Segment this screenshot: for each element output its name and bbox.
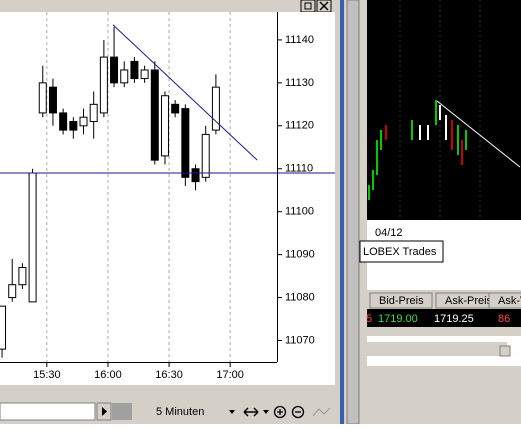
mini-trendline [436,100,521,168]
x-tick-label: 16:30 [155,369,183,381]
scrollbar [346,0,360,425]
play-icon [102,407,107,416]
candle-body [181,108,190,178]
candle-body [0,305,7,350]
column-header-text: Ask-V [498,295,521,307]
interval-text: 5 Minuten [156,406,204,418]
candle-body [8,284,17,299]
column-header-text: Ask-Preis [445,295,493,307]
maximize-icon [304,2,312,10]
candle-body [160,95,169,157]
chart-area [0,12,335,385]
scroll-button[interactable] [499,345,511,357]
candle-body [171,103,180,114]
column-header [369,292,433,309]
pan-icon[interactable] [243,407,259,417]
mini-date: 04/12 [375,227,403,239]
y-tick-label: 11120 [285,120,314,132]
cell: 5 [366,313,372,325]
x-tick-label: 15:30 [33,369,61,381]
candle-body [150,69,159,161]
cell: 86 [498,313,510,325]
zoom-out-icon[interactable] [291,405,305,419]
hscroll [367,342,507,356]
mini-chart [367,0,521,220]
table-row [367,309,521,327]
x-tick-label: 16:00 [94,369,122,381]
y-tick-label: 11090 [285,249,315,261]
y-tick-label: 11110 [285,163,313,175]
candle-body [201,133,210,178]
y-tick-label: 11080 [285,291,315,303]
label-text: LOBEX Trades [363,246,437,258]
candle-body [79,116,88,127]
column-header-text: Bid-Preis [379,295,424,307]
trendline [112,24,258,161]
x-tick-label: 17:00 [216,369,244,381]
label-box [359,240,444,263]
close-icon [319,1,329,11]
mini-candles [368,100,467,200]
maximize-button[interactable] [300,0,316,13]
candle-body [69,121,78,131]
candle-body [89,103,98,123]
window-border [335,0,340,424]
interval-dropdown[interactable] [150,403,240,420]
y-tick-label: 11070 [285,334,315,346]
chart-icon[interactable] [312,407,331,417]
candle-body [211,86,220,131]
column-header [488,292,521,309]
dropdown-arrow [229,410,235,414]
candle-body [99,56,108,114]
text-field[interactable] [0,402,96,421]
candle-body [140,69,149,80]
candle-body [120,69,129,84]
candle-body [110,56,119,84]
title-bar [0,0,300,12]
y-tick-label: 11140 [285,34,314,46]
scroll-thumb [112,403,132,420]
candle-body [59,112,68,131]
plot [0,12,258,362]
candle-body [48,86,57,114]
candle-body [191,168,200,183]
pan-arrow [263,410,269,414]
y-tick-label: 11130 [285,77,314,89]
candle-body [130,60,139,80]
candle-body [28,172,37,303]
cell: 1719.00 [378,313,418,325]
cell: 1719.25 [434,313,474,325]
zoom-in-icon[interactable] [273,405,287,419]
candle-body [18,267,27,286]
splitter [340,0,344,424]
y-tick-label: 11100 [285,206,314,218]
zoom-in-plus [277,409,283,415]
candle-body [38,82,47,114]
